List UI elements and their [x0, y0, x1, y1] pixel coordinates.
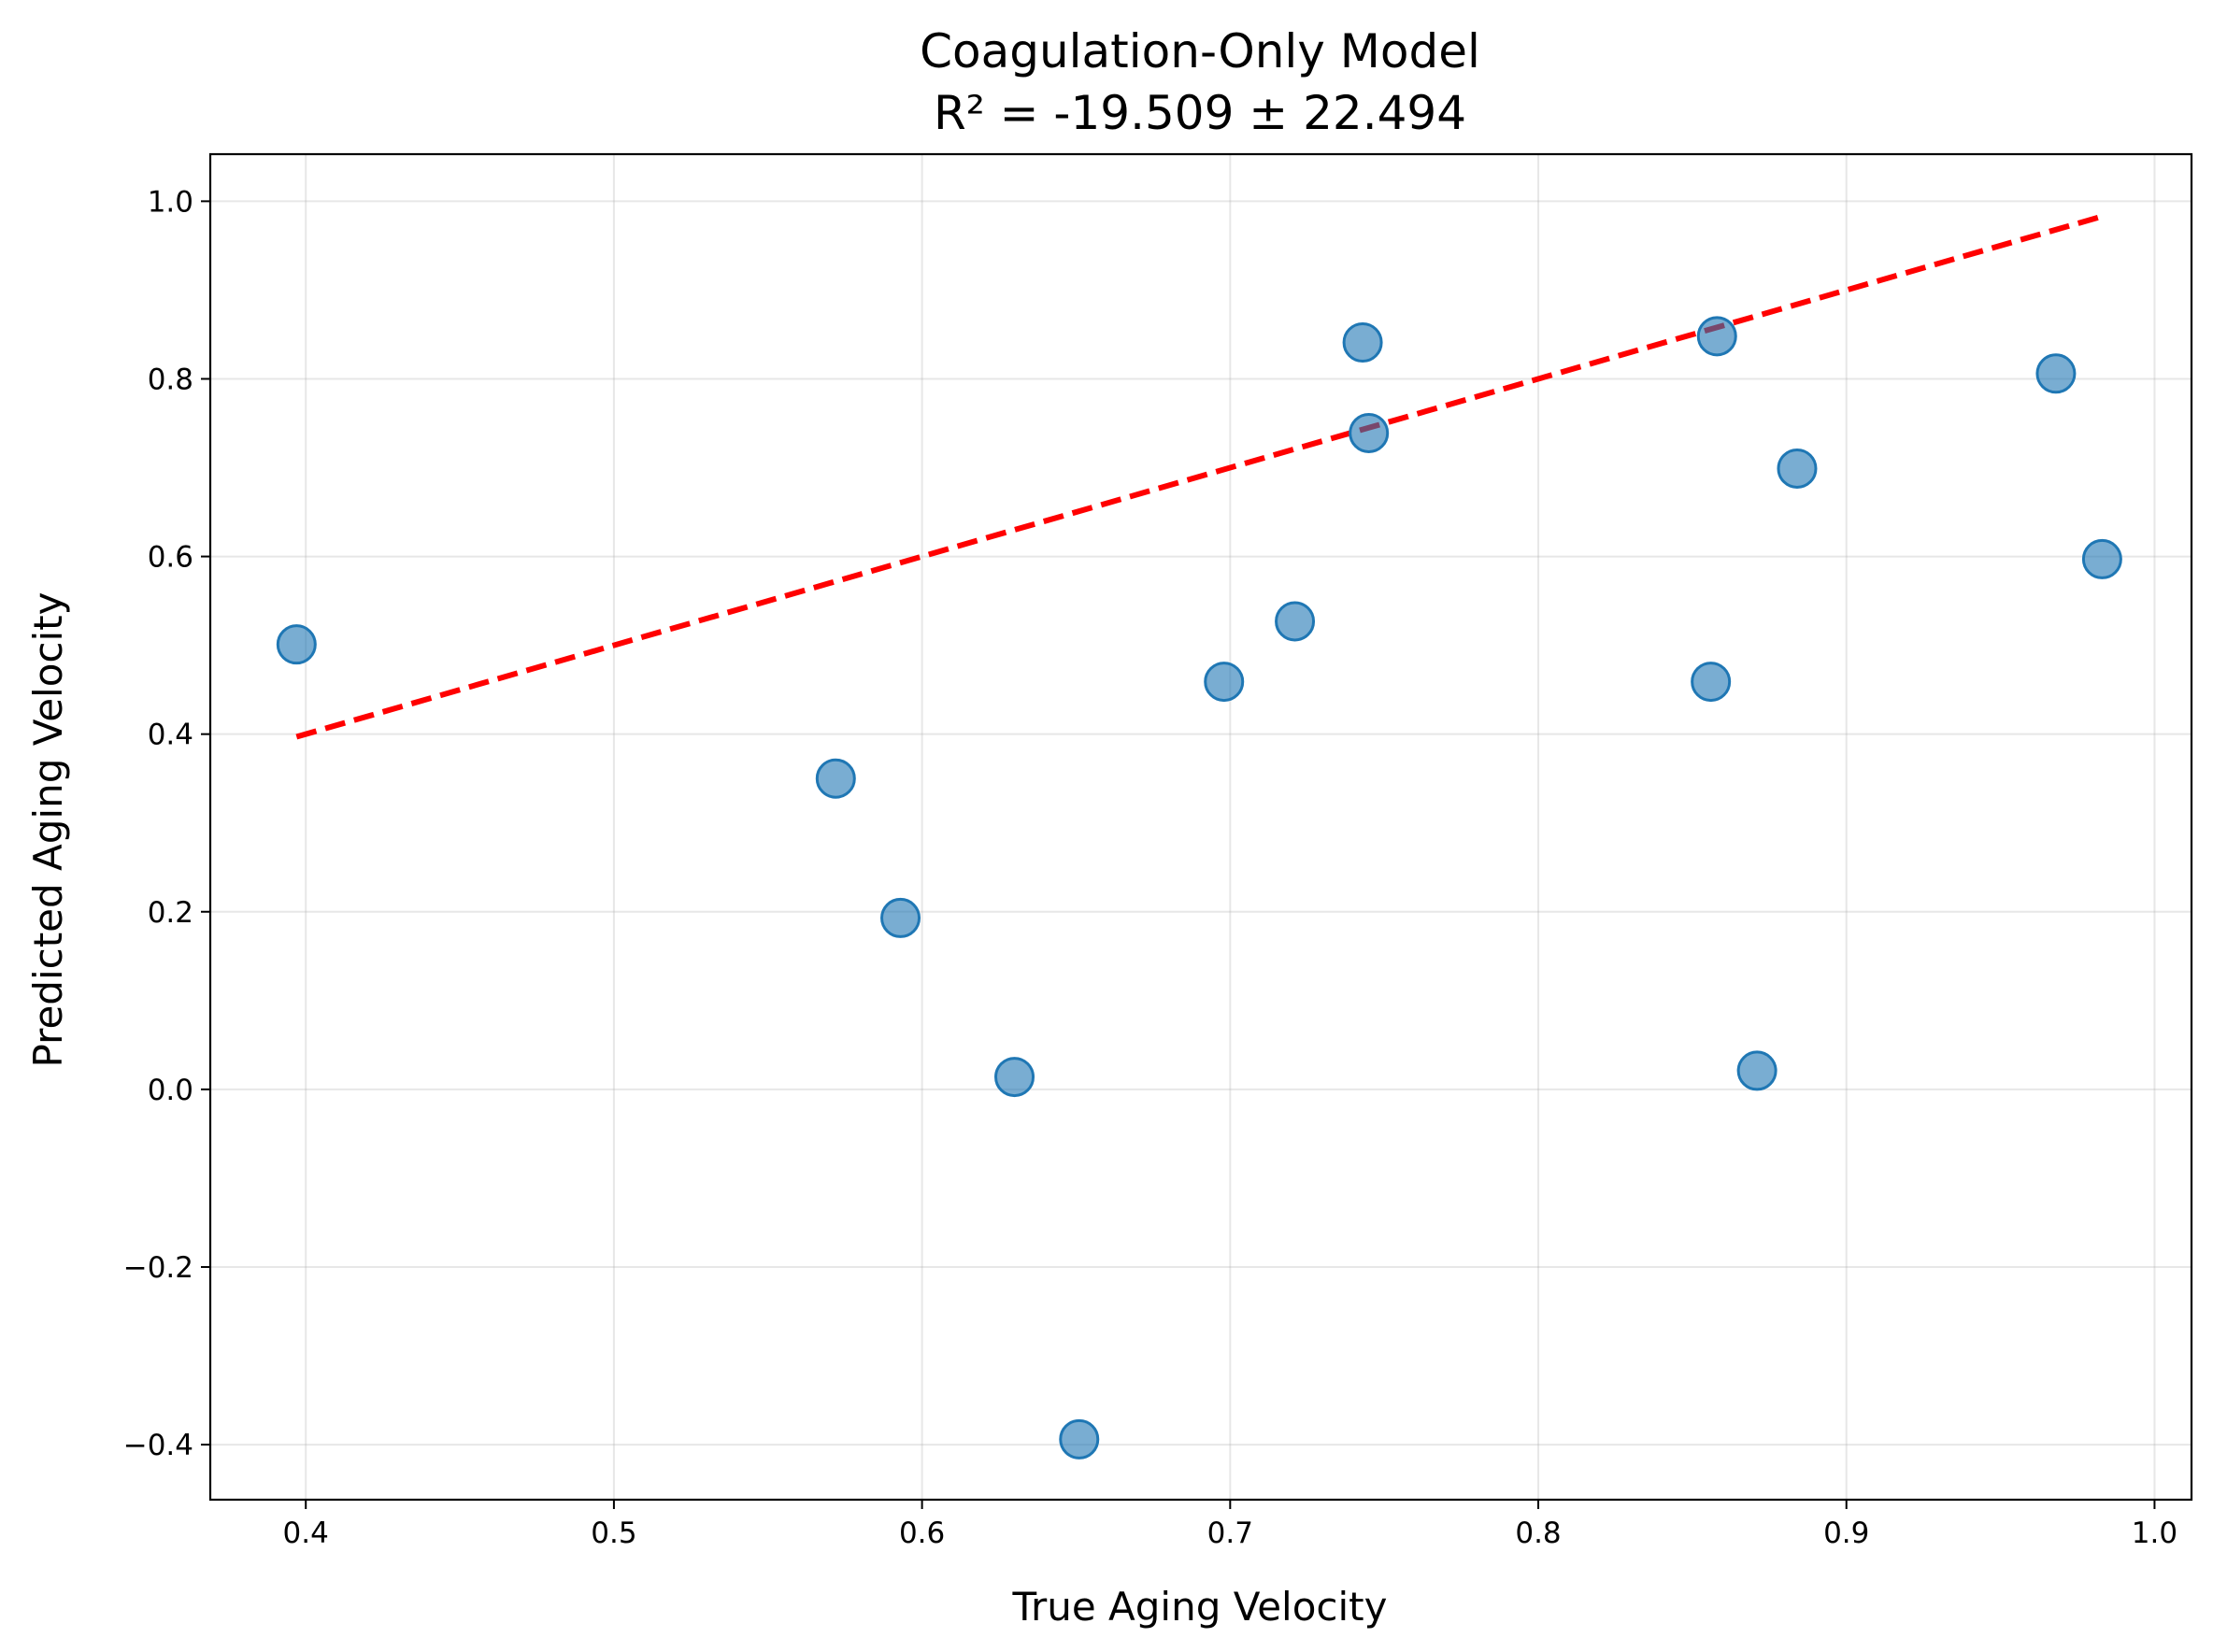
y-axis-ticks: −0.4 −0.2 0.0 0.2 0.4 0.6 0.8 1.0	[123, 185, 210, 1462]
x-tick-label: 0.4	[283, 1517, 329, 1550]
scatter-point	[1696, 316, 1737, 357]
reference-line-layer	[295, 213, 2104, 740]
y-tick-label: −0.2	[123, 1251, 193, 1285]
y-tick-label: 0.4	[148, 719, 193, 752]
chart-title: Coagulation-Only Model	[920, 24, 1480, 78]
y-tick-label: 0.6	[148, 541, 193, 575]
x-tick-label: 0.7	[1207, 1517, 1253, 1550]
scatter-point	[1736, 1050, 1778, 1091]
scatter-point	[994, 1057, 1035, 1098]
scatter-point	[815, 758, 856, 799]
scatter-point	[1691, 662, 1732, 703]
y-tick-label: −0.4	[123, 1429, 193, 1462]
scatter-point	[1342, 322, 1383, 363]
reference-line	[295, 213, 2104, 740]
x-tick-label: 1.0	[2132, 1517, 2177, 1550]
x-axis-ticks: 0.4 0.5 0.6 0.7 0.8 0.9 1.0	[283, 1500, 2177, 1550]
scatter-point	[1777, 448, 1818, 489]
scatter-point	[1275, 601, 1316, 642]
chart-subtitle: R² = -19.509 ± 22.494	[934, 86, 1466, 140]
scatter-point	[1204, 662, 1245, 703]
x-tick-label: 0.6	[899, 1517, 945, 1550]
y-tick-label: 0.2	[148, 896, 193, 930]
scatter-point	[276, 624, 317, 665]
x-axis-label: True Aging Velocity	[1011, 1584, 1387, 1630]
y-tick-label: 1.0	[148, 185, 193, 219]
x-tick-label: 0.9	[1823, 1517, 1869, 1550]
points-layer	[276, 316, 2122, 1460]
scatter-point	[1059, 1418, 1100, 1460]
scatter-point	[880, 897, 921, 938]
scatter-point	[1349, 412, 1390, 453]
y-tick-label: 0.8	[148, 363, 193, 396]
x-tick-label: 0.5	[591, 1517, 636, 1550]
y-axis-label: Predicted Aging Velocity	[25, 592, 71, 1068]
plot-frame	[208, 152, 2193, 1502]
scatter-point	[2081, 538, 2122, 579]
y-tick-label: 0.0	[148, 1074, 193, 1107]
scatter-point	[2035, 353, 2077, 394]
grid	[210, 154, 2192, 1500]
x-tick-label: 0.8	[1515, 1517, 1561, 1550]
